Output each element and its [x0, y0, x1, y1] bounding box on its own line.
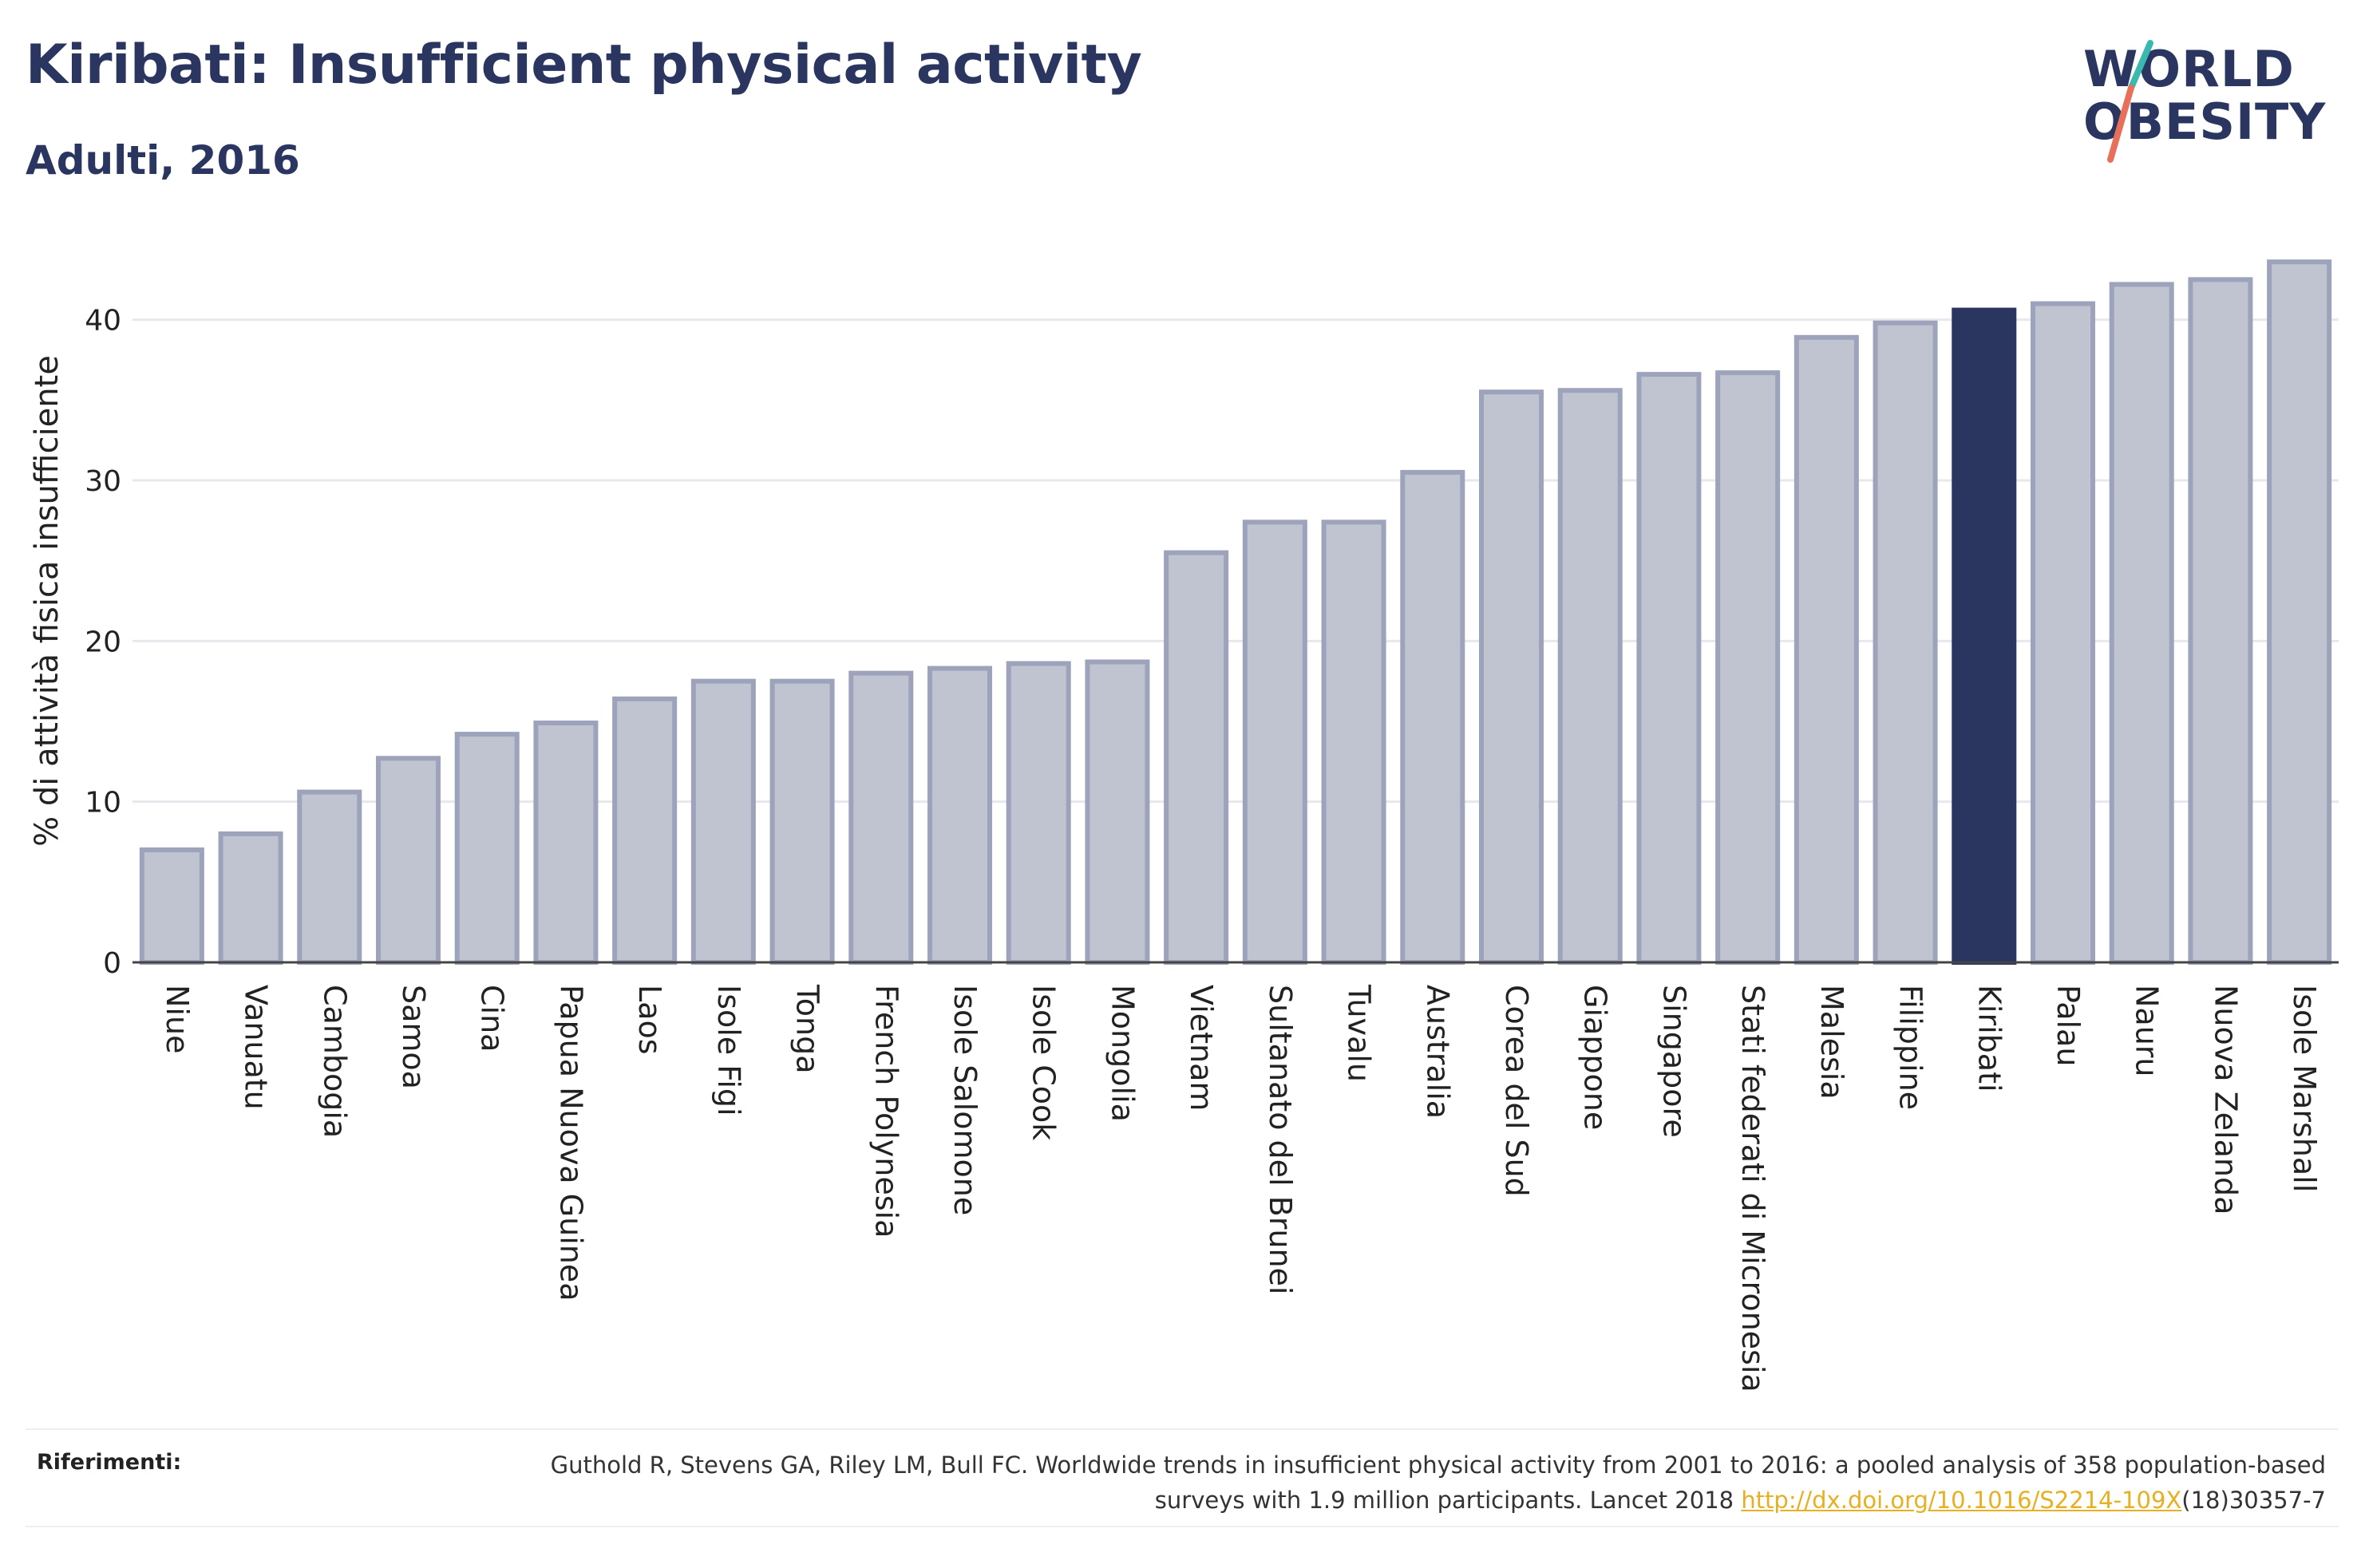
bar: [1636, 372, 1702, 965]
x-tick-label: Tuvalu: [1342, 984, 1377, 1082]
bar: [1085, 659, 1150, 965]
bar: [1873, 320, 1938, 965]
x-tick-label: Nauru: [2130, 985, 2165, 1077]
x-tick-label: Isole Salomone: [947, 985, 983, 1215]
bar: [612, 696, 678, 966]
x-tick-label: Corea del Sud: [1499, 985, 1534, 1197]
x-tick-label: French Polynesia: [868, 985, 904, 1238]
x-tick-label: Vietnam: [1184, 985, 1219, 1111]
bar: [927, 666, 993, 965]
x-tick-label: Palau: [2051, 985, 2086, 1066]
x-tick-label: Papua Nuova Guinea: [553, 985, 588, 1301]
bars: [139, 259, 2332, 966]
bar: [1321, 519, 1386, 965]
bar-highlighted: [1952, 307, 2017, 965]
bar: [848, 670, 914, 965]
bar: [375, 756, 441, 965]
x-tick-label: Stati federati di Micronesia: [1735, 985, 1770, 1392]
bar: [1006, 661, 1071, 966]
x-tick-label: Giappone: [1578, 985, 1613, 1130]
y-tick-label: 30: [85, 465, 121, 498]
y-axis-label: % di attività fisica insufficiente: [29, 355, 65, 847]
logo-slash-icon: [2107, 40, 2153, 163]
x-tick-label: Mongolia: [1105, 985, 1140, 1122]
x-tick-label: Sultanato del Brunei: [1263, 985, 1298, 1294]
bar: [2267, 259, 2332, 966]
citation-doi-link[interactable]: http://dx.doi.org/10.1016/S2214-109X: [1741, 1487, 2182, 1514]
footer-divider-bottom: [26, 1526, 2339, 1527]
y-tick-label: 40: [85, 305, 121, 338]
bar: [1400, 469, 1465, 965]
chart-title: Kiribati: Insufficient physical activity: [26, 34, 1142, 97]
bar: [1478, 389, 1544, 965]
x-tick-label: Isole Figi: [711, 985, 746, 1116]
world-obesity-logo: WORLD OBESITY: [2083, 40, 2347, 168]
citation-text: Guthold R, Stevens GA, Riley LM, Bull FC…: [550, 1451, 2326, 1514]
bar: [533, 721, 599, 965]
logo-text-line-1: WORLD: [2083, 40, 2295, 98]
references-label: Riferimenti:: [37, 1450, 182, 1475]
footer-divider-top: [26, 1428, 2339, 1430]
x-tick-label: Isole Marshall: [2287, 985, 2322, 1192]
x-tick-label: Kiribati: [1971, 985, 2007, 1092]
bar: [1164, 550, 1229, 965]
x-tick-label: Malesia: [1814, 985, 1849, 1100]
x-tick-label: Australia: [1420, 985, 1455, 1119]
citation-suffix: (18)30357-7: [2181, 1487, 2326, 1514]
bar: [690, 678, 756, 966]
x-tick-label: Singapore: [1656, 985, 1691, 1138]
x-tick-label: Tonga: [790, 984, 825, 1074]
bar: [139, 847, 204, 965]
x-tick-label: Laos: [632, 985, 667, 1055]
bar: [1557, 388, 1623, 965]
bar: [1793, 334, 1859, 965]
x-tick-label: Cambogia: [317, 985, 352, 1138]
bar: [1715, 370, 1781, 965]
bar: [454, 732, 520, 966]
x-tick-label: Filippine: [1893, 985, 1928, 1110]
x-tick-label: Isole Cook: [1026, 985, 1062, 1140]
bar: [2109, 282, 2174, 965]
references-citation: Guthold R, Stevens GA, Riley LM, Bull FC…: [490, 1448, 2326, 1518]
bar: [218, 831, 283, 966]
x-tick-label: Vanuatu: [239, 985, 274, 1110]
x-tick-label: Nuova Zelanda: [2208, 985, 2243, 1215]
y-tick-label: 20: [85, 626, 121, 658]
bar: [2030, 301, 2096, 965]
bar-chart: 0 10 20 30 40 % di attività fisica insufficie…: [29, 259, 2339, 1392]
bar: [2188, 277, 2253, 966]
bar: [297, 789, 362, 965]
x-tick-label: Niue: [160, 985, 195, 1053]
bar: [1242, 519, 1307, 965]
bar: [769, 678, 835, 966]
tick-labels: 0 10 20 30 40 % di attività fisica insufficie…: [29, 305, 2322, 1392]
chart-subtitle: Adulti, 2016: [26, 137, 300, 184]
x-tick-label: Samoa: [396, 985, 431, 1089]
y-tick-label: 0: [103, 947, 121, 980]
y-tick-label: 10: [85, 787, 121, 820]
x-tick-label: Cina: [475, 985, 510, 1052]
